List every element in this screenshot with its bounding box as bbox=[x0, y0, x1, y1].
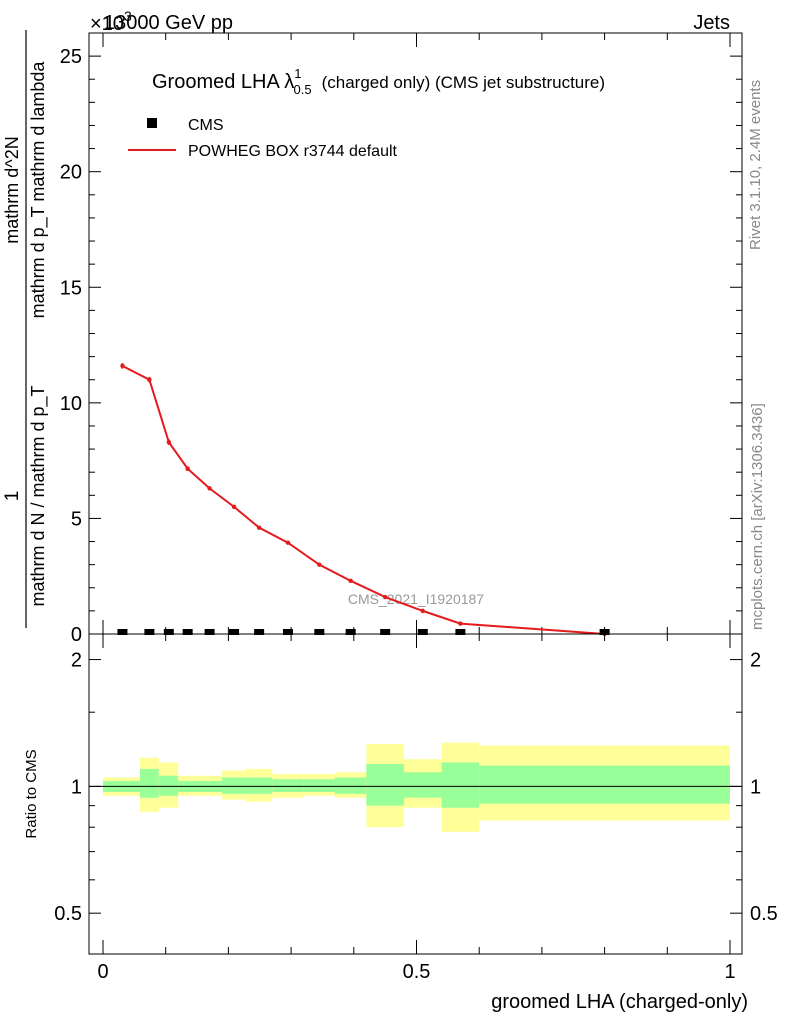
legend-cms-marker bbox=[147, 118, 157, 128]
ratio-band-green bbox=[303, 779, 335, 792]
cms-point bbox=[314, 629, 325, 635]
ratio-band-green bbox=[441, 762, 480, 808]
exponent-label: ×103 bbox=[90, 8, 132, 35]
main-plot-frame bbox=[88, 32, 743, 635]
main-y-axis-label: 1 mathrm d N / mathrm d p_T mathrm d^2N … bbox=[2, 30, 49, 628]
powheg-point bbox=[231, 504, 237, 510]
ylabel-denominator: mathrm d N / mathrm d p_T bbox=[28, 385, 49, 606]
ratio-y-ticks: 0.5 0.5 1 1 2 2 bbox=[54, 650, 778, 926]
ratio-band-green bbox=[222, 777, 246, 794]
ratio-ytick-label-right: 1 bbox=[750, 776, 761, 798]
ratio-band-green bbox=[403, 772, 442, 798]
powheg-point bbox=[207, 486, 212, 491]
cms-point bbox=[144, 629, 155, 635]
ratio-panel: 0.5 0.51 12 2 0 0.5 1 Ratio to CMS groomed LH… bbox=[23, 633, 778, 1013]
powheg-point bbox=[147, 377, 152, 382]
ratio-band-green bbox=[139, 768, 159, 798]
plot-title: Groomed LHA λ1 0.5 (charged only) (CMS jet… bbox=[152, 66, 605, 97]
cms-point bbox=[599, 629, 610, 635]
powheg-point bbox=[285, 540, 291, 545]
analysis-watermark: CMS_2021_I1920187 bbox=[348, 591, 484, 607]
main-ytick-label: 15 bbox=[60, 277, 82, 299]
legend-cms-label: CMS bbox=[188, 117, 224, 134]
ratio-band-green bbox=[245, 777, 273, 794]
powheg-point bbox=[317, 562, 322, 567]
powheg-point bbox=[166, 439, 172, 445]
ratio-band-green bbox=[272, 779, 304, 792]
ratio-band-green bbox=[366, 764, 404, 806]
mcplots-label: mcplots.cern.ch [arXiv:1306.3436] bbox=[749, 403, 766, 630]
powheg-line bbox=[121, 364, 605, 635]
cms-point bbox=[229, 629, 240, 635]
cms-point bbox=[254, 629, 265, 635]
cms-series bbox=[117, 629, 610, 635]
ratio-band-green bbox=[334, 777, 367, 794]
ratio-xtick-label: 0.5 bbox=[403, 961, 431, 983]
ratio-ytick-label-right: 2 bbox=[750, 650, 761, 672]
rivet-label: Rivet 3.1.10, 2.4M events bbox=[747, 80, 764, 250]
powheg-point bbox=[185, 466, 190, 471]
main-ytick-label: 5 bbox=[71, 508, 82, 530]
ratio-ytick-label-right: 0.5 bbox=[750, 903, 778, 925]
legend-powheg-label: POWHEG BOX r3744 default bbox=[188, 143, 398, 160]
ratio-xtick-label: 0 bbox=[97, 961, 108, 983]
cms-point bbox=[417, 629, 428, 635]
ratio-band-green bbox=[479, 765, 730, 804]
ratio-ytick-label: 0.5 bbox=[54, 903, 82, 925]
main-panel: 0 5 10 15 20 25 CMS_2021_I1920187 bbox=[60, 32, 743, 646]
ratio-ytick-label: 1 bbox=[71, 776, 82, 798]
powheg-point bbox=[256, 525, 262, 530]
ratio-y-label: Ratio to CMS bbox=[23, 749, 40, 838]
main-y-ticks: 0 5 10 15 20 25 bbox=[60, 32, 742, 646]
powheg-series bbox=[120, 363, 607, 637]
powheg-point bbox=[348, 578, 353, 584]
cms-point bbox=[380, 629, 391, 635]
energy-label: 13000 GeV pp bbox=[104, 12, 233, 34]
main-ytick-label: 20 bbox=[60, 162, 82, 184]
cms-point bbox=[182, 629, 193, 635]
ylabel-fraction-bottom: mathrm d p_T mathrm d lambda bbox=[28, 61, 49, 319]
legend: CMS POWHEG BOX r3744 default bbox=[128, 117, 398, 160]
main-ytick-label: 0 bbox=[71, 624, 82, 646]
powheg-point bbox=[120, 363, 125, 369]
jets-label: Jets bbox=[693, 12, 730, 34]
cms-point bbox=[345, 629, 356, 635]
main-ytick-label: 10 bbox=[60, 393, 82, 415]
x-axis-label: groomed LHA (charged-only) bbox=[491, 991, 748, 1013]
cms-point bbox=[163, 629, 174, 635]
ratio-xtick-label: 1 bbox=[724, 961, 735, 983]
cms-point bbox=[282, 629, 293, 635]
main-ytick-label: 25 bbox=[60, 46, 82, 68]
ylabel-fraction-top: mathrm d^2N bbox=[2, 136, 22, 243]
ratio-x-ticks: 0 0.5 1 bbox=[97, 634, 736, 983]
cms-point bbox=[204, 629, 215, 635]
powheg-point bbox=[420, 608, 425, 614]
cms-point bbox=[117, 629, 128, 635]
ratio-bands bbox=[103, 742, 730, 832]
cms-point bbox=[455, 629, 466, 635]
ratio-band-green bbox=[158, 775, 179, 796]
powheg-point bbox=[458, 621, 463, 626]
ylabel-numerator: 1 bbox=[2, 491, 23, 502]
powheg-point bbox=[382, 594, 388, 600]
ratio-ytick-label: 2 bbox=[71, 650, 82, 672]
ratio-plot-frame bbox=[88, 633, 743, 955]
